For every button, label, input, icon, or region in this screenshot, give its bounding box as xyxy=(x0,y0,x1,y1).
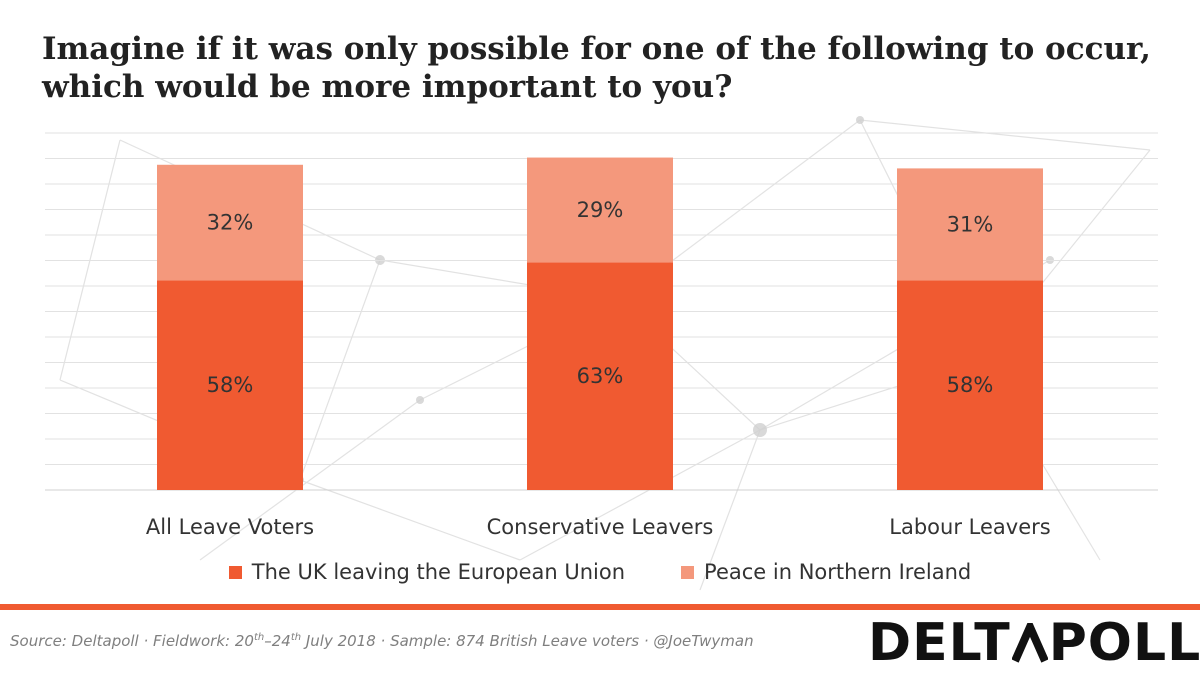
bar-peace-ni-2 xyxy=(527,157,673,263)
footer-divider xyxy=(0,604,1200,610)
legend-item-peace-ni: Peace in Northern Ireland xyxy=(681,560,971,584)
footer xyxy=(0,610,1200,675)
source-text-b: –24 xyxy=(264,632,291,650)
source-sup-2: th xyxy=(290,632,302,643)
bar-leaving-eu-1 xyxy=(157,280,303,490)
chart-title: Imagine if it was only possible for one … xyxy=(42,30,1172,106)
data-label: 31% xyxy=(947,212,994,236)
data-label: 63% xyxy=(577,364,624,388)
bar-leaving-eu-2 xyxy=(527,262,673,490)
bar-peace-ni-1 xyxy=(157,164,303,281)
deltapoll-logo: DELT POLL xyxy=(868,613,1200,673)
source-text-a: Source: Deltapoll · Fieldwork: 20 xyxy=(10,632,254,650)
category-labels: All Leave Voters Conservative Leavers Labo… xyxy=(146,515,1051,539)
logo-text-right: POLL xyxy=(1048,613,1200,673)
logo-delta-icon xyxy=(1011,617,1049,663)
data-label: 29% xyxy=(577,198,624,222)
source-sup-1: th xyxy=(253,632,265,643)
data-label: 32% xyxy=(207,211,254,235)
stacked-bar-chart: 58% 32% 63% 29% 58% 31% All Leave Voters Conse… xyxy=(45,132,1158,539)
data-labels: 58% 32% 63% 29% 58% 31% xyxy=(207,198,994,397)
bars xyxy=(157,157,1043,490)
category-label-1: All Leave Voters xyxy=(146,515,314,539)
category-label-3: Labour Leavers xyxy=(889,515,1050,539)
logo-text-left: DELT xyxy=(868,613,1011,673)
category-label-2: Conservative Leavers xyxy=(487,515,714,539)
bar-leaving-eu-3 xyxy=(897,280,1043,490)
legend-label-peace-ni: Peace in Northern Ireland xyxy=(704,560,972,584)
data-label: 58% xyxy=(947,373,994,397)
source-text-c: July 2018 · Sample: 874 British Leave vo… xyxy=(301,632,754,650)
chart-title-line-2: which would be more important to you? xyxy=(42,69,733,105)
legend-swatch-leaving-eu xyxy=(228,565,242,579)
legend-item-leaving-eu: The UK leaving the European Union xyxy=(228,560,626,584)
legend: The UK leaving the European Union Peace … xyxy=(0,557,1200,587)
bar-peace-ni-3 xyxy=(897,168,1043,281)
source-note: Source: Deltapoll · Fieldwork: 20th–24th… xyxy=(10,632,754,650)
chart-title-line-1: Imagine if it was only possible for one … xyxy=(42,31,1151,67)
legend-label-leaving-eu: The UK leaving the European Union xyxy=(251,560,626,584)
data-label: 58% xyxy=(207,373,254,397)
legend-swatch-peace-ni xyxy=(681,565,695,579)
